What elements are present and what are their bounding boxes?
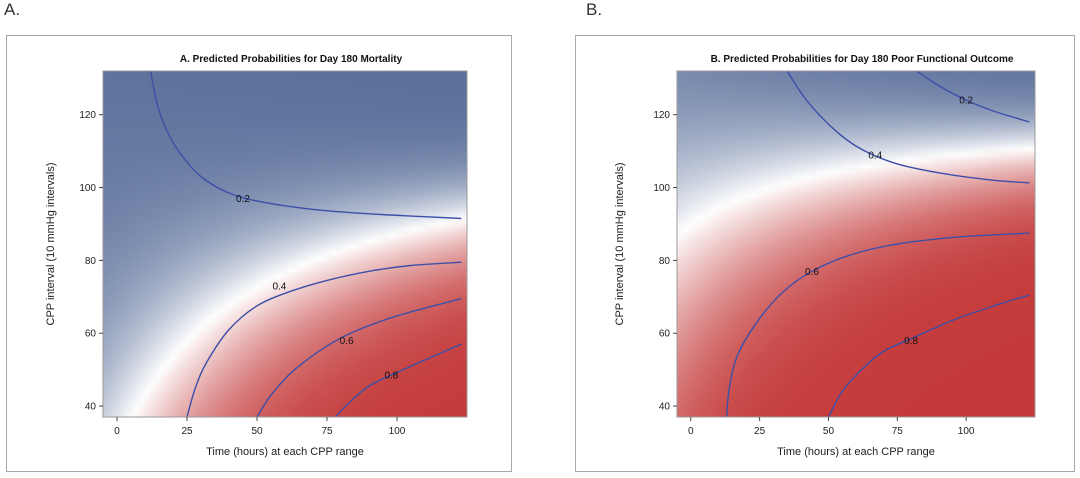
contour-line-0.6 bbox=[256, 297, 462, 417]
contour-line-0.4 bbox=[186, 261, 462, 417]
contour-group: 0.2 0.4 0.6 0.8 bbox=[725, 71, 1030, 417]
contour-chart-a: A. Predicted Probabilities for Day 180 M… bbox=[45, 54, 468, 458]
x-tick-label: 100 bbox=[958, 426, 975, 437]
y-tick-label: 80 bbox=[85, 256, 97, 267]
heatmap-surface bbox=[103, 71, 467, 417]
contour-chart-b: B. Predicted Probabilities for Day 180 P… bbox=[614, 54, 1036, 458]
panel-letter-b: B. bbox=[586, 0, 603, 19]
x-tick-label: 100 bbox=[389, 426, 406, 437]
y-tick-label: 60 bbox=[85, 329, 97, 340]
x-tick-label: 50 bbox=[251, 426, 263, 437]
contour-label-0.6: 0.6 bbox=[805, 267, 819, 278]
y-axis-label: CPP interval (10 mmHg intervals) bbox=[45, 162, 57, 325]
x-tick-label: 0 bbox=[114, 426, 120, 437]
contour-line-0.2 bbox=[149, 71, 462, 220]
contour-label-0.4: 0.4 bbox=[868, 150, 882, 161]
heatmap-surface bbox=[677, 71, 1035, 417]
contour-label-0.8: 0.8 bbox=[384, 371, 398, 382]
contour-label-0.8: 0.8 bbox=[904, 336, 918, 347]
contour-label-0.6: 0.6 bbox=[340, 336, 354, 347]
y-axis-label: CPP interval (10 mmHg intervals) bbox=[614, 162, 626, 325]
chart-frame-a: A. Predicted Probabilities for Day 180 M… bbox=[6, 35, 512, 472]
y-tick-label: 80 bbox=[659, 256, 671, 267]
y-tick-label: 40 bbox=[659, 402, 671, 413]
y-tick-label: 100 bbox=[653, 183, 670, 194]
plot-border bbox=[102, 70, 468, 418]
x-tick-label: 50 bbox=[823, 426, 835, 437]
y-tick-label: 40 bbox=[85, 402, 97, 413]
contour-line-0.2 bbox=[916, 71, 1030, 123]
x-axis-label: Time (hours) at each CPP range bbox=[777, 446, 935, 458]
chart-title: B. Predicted Probabilities for Day 180 P… bbox=[711, 54, 1014, 65]
contour-label-0.2: 0.2 bbox=[236, 194, 250, 205]
y-tick-label: 120 bbox=[79, 110, 96, 121]
plot-border bbox=[676, 70, 1036, 418]
contour-line-0.6 bbox=[725, 232, 1030, 417]
y-tick-label: 120 bbox=[653, 110, 670, 121]
contour-group: 0.2 0.4 0.6 0.8 bbox=[149, 71, 462, 417]
contour-line-0.4 bbox=[786, 71, 1030, 184]
y-tick-label: 60 bbox=[659, 329, 671, 340]
panel-letter-a: A. bbox=[4, 0, 21, 19]
x-tick-label: 75 bbox=[321, 426, 333, 437]
contour-label-0.2: 0.2 bbox=[959, 96, 973, 107]
x-tick-label: 25 bbox=[754, 426, 766, 437]
contour-line-0.8 bbox=[827, 294, 1030, 417]
chart-title: A. Predicted Probabilities for Day 180 M… bbox=[180, 54, 403, 65]
x-tick-label: 75 bbox=[892, 426, 904, 437]
chart-frame-b: B. Predicted Probabilities for Day 180 P… bbox=[575, 35, 1075, 472]
contour-label-0.4: 0.4 bbox=[272, 281, 286, 292]
x-axis-label: Time (hours) at each CPP range bbox=[206, 446, 364, 458]
y-tick-label: 100 bbox=[79, 183, 96, 194]
contour-line-0.8 bbox=[334, 343, 462, 417]
x-tick-label: 25 bbox=[181, 426, 193, 437]
x-tick-label: 0 bbox=[688, 426, 694, 437]
